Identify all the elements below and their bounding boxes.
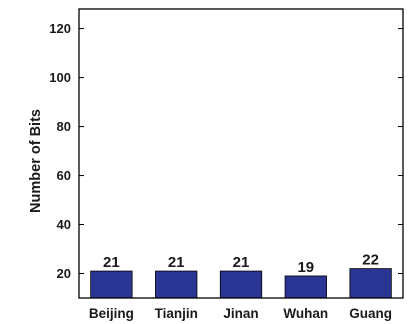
x-tick-label: Wuhan — [283, 306, 328, 321]
y-tick-label: 40 — [57, 217, 71, 232]
y-tick-label: 60 — [57, 168, 71, 183]
data-label: 19 — [297, 259, 314, 276]
x-tick-label: Beijing — [89, 306, 134, 321]
x-tick-label: Tianjin — [155, 306, 198, 321]
y-tick-label: 120 — [49, 21, 71, 36]
plot-frame — [78, 8, 404, 299]
data-label: 21 — [233, 254, 250, 271]
bar-beijing — [90, 270, 133, 299]
bar-tianjin — [155, 270, 198, 299]
data-labels: 21 21 21 19 22 — [103, 252, 379, 276]
data-label: 22 — [362, 252, 379, 269]
bar-wuhan — [284, 275, 327, 299]
data-label: 21 — [168, 254, 185, 271]
y-tick-label: 80 — [57, 119, 71, 134]
data-label: 21 — [103, 254, 120, 271]
bar-jinan — [219, 270, 263, 299]
y-axis-label: Number of Bits — [28, 109, 44, 213]
bar-guang — [349, 268, 392, 299]
x-tick-label: Guang — [349, 306, 392, 321]
x-tick-label: Jinan — [223, 306, 258, 321]
y-tick-label: 20 — [57, 266, 71, 281]
y-axis: 20 40 60 80 100 120 — [49, 21, 403, 281]
y-tick-label: 100 — [49, 70, 71, 85]
bars — [90, 268, 392, 299]
x-axis: Beijing Tianjin Jinan Wuhan Guang — [89, 306, 392, 321]
